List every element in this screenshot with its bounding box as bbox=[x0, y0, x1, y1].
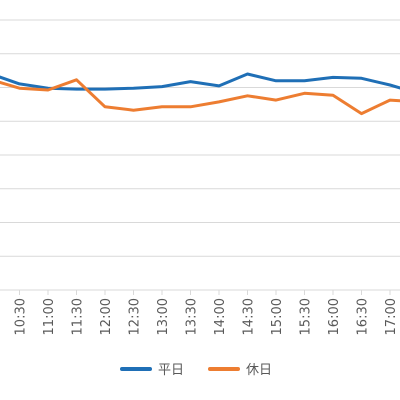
series-line-weekday bbox=[0, 72, 400, 91]
legend-label-weekday: 平日 bbox=[158, 363, 184, 378]
x-tick-label: 13:00 bbox=[156, 298, 171, 335]
x-axis-tick-labels: 10:0010:3011:0011:3012:0012:3013:0013:30… bbox=[14, 290, 399, 335]
x-tick-label: 12:00 bbox=[99, 298, 114, 335]
x-tick-label: 15:30 bbox=[299, 298, 314, 335]
legend-item-weekday: 平日 bbox=[120, 363, 184, 378]
legend-label-holiday: 休日 bbox=[246, 363, 272, 378]
x-tick-label: 16:30 bbox=[356, 298, 371, 335]
x-tick-label: 12:30 bbox=[128, 298, 143, 335]
gridlines bbox=[0, 19, 400, 257]
legend: 平日 休日 bbox=[120, 363, 272, 378]
x-tick-label: 14:30 bbox=[242, 298, 257, 335]
x-tick-label: 11:30 bbox=[71, 298, 86, 335]
x-tick-label: 15:00 bbox=[270, 298, 285, 335]
series-line-holiday bbox=[0, 78, 400, 116]
x-tick-label: 17:00 bbox=[384, 298, 399, 335]
x-tick-label: 10:30 bbox=[14, 298, 29, 335]
legend-item-holiday: 休日 bbox=[208, 363, 272, 378]
x-tick-label: 16:00 bbox=[327, 298, 342, 335]
series-lines bbox=[0, 72, 400, 116]
x-tick-label: 13:30 bbox=[185, 298, 200, 335]
x-tick-label: 14:00 bbox=[213, 298, 228, 335]
x-tick-label: 11:00 bbox=[42, 298, 57, 335]
